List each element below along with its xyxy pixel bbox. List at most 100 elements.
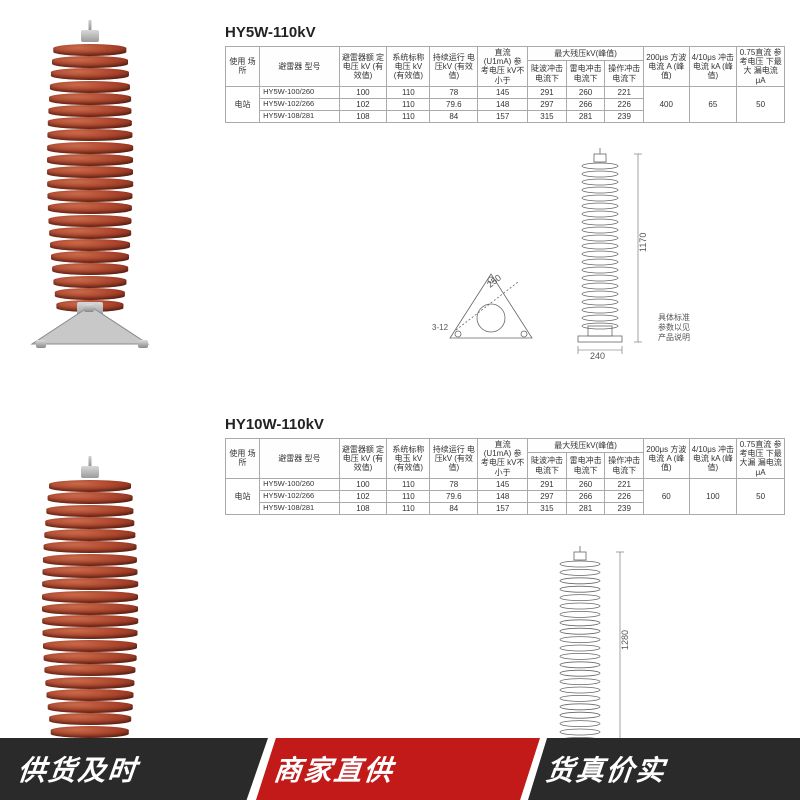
arrester-photo-1 bbox=[20, 20, 160, 340]
dimension-diagram-1: 1170 240 250 3-12 具体标准参数以见产品说明 bbox=[420, 140, 740, 360]
catalog-page: HY5W-110kV 使用 场所 避雷器 型号 避雷器额 定电压 kV (有效值… bbox=[0, 0, 800, 800]
cell: 84 bbox=[430, 111, 478, 123]
dimension-diagram-2: 1280 bbox=[460, 540, 720, 750]
dim-bolt: 3-12 bbox=[432, 323, 449, 332]
table-row: 电站 HY5W-100/260 100 110 78 145 291 260 2… bbox=[226, 478, 785, 490]
th-leak: 0.75直流 参考电压 下最大漏 漏电流μA bbox=[737, 439, 785, 479]
cell: 221 bbox=[605, 478, 644, 490]
th-switch: 操作冲击 电流下 bbox=[605, 453, 644, 478]
th-residual: 最大残压kV(峰值) bbox=[528, 439, 644, 453]
cell-model: HY5W-102/266 bbox=[260, 490, 340, 502]
cell-200us: 400 bbox=[644, 86, 689, 123]
cell: 260 bbox=[566, 478, 605, 490]
th-model: 避雷器 型号 bbox=[260, 47, 340, 87]
cell: 148 bbox=[478, 98, 528, 110]
cell: 157 bbox=[478, 111, 528, 123]
th-leak: 0.75直流 参考电压 下最大 漏电流μA bbox=[737, 47, 785, 87]
cell: 239 bbox=[605, 111, 644, 123]
th-sys: 系统标称 电压 kV (有效值) bbox=[387, 47, 430, 87]
dim-height: 1280 bbox=[620, 630, 630, 650]
cell: 145 bbox=[478, 86, 528, 98]
th-steep: 陡波冲击 电流下 bbox=[528, 453, 567, 478]
diagram-note: 具体标准参数以见产品说明 bbox=[658, 312, 690, 342]
cell: 297 bbox=[528, 490, 567, 502]
promo-banner-left: 供货及时 bbox=[0, 738, 268, 800]
th-200us: 200μs 方波电流 A (峰值) bbox=[644, 47, 689, 87]
cell: 79.6 bbox=[430, 490, 478, 502]
cell: 102 bbox=[339, 98, 387, 110]
dim-base-width: 240 bbox=[590, 351, 605, 360]
cell-410: 65 bbox=[689, 86, 737, 123]
cell: 102 bbox=[339, 490, 387, 502]
cell: 266 bbox=[566, 490, 605, 502]
th-residual: 最大残压kV(峰值) bbox=[528, 47, 644, 61]
cell-leak: 50 bbox=[737, 478, 785, 515]
cell: 157 bbox=[478, 503, 528, 515]
table-row: 电站 HY5W-100/260 100 110 78 145 291 260 2… bbox=[226, 86, 785, 98]
th-cont: 持续运行 电压kV (有效值) bbox=[430, 47, 478, 87]
th-steep: 陡波冲击 电流下 bbox=[528, 61, 567, 86]
cell: 281 bbox=[566, 503, 605, 515]
arrester-photo-2 bbox=[20, 456, 160, 756]
dim-height: 1170 bbox=[638, 233, 648, 252]
cell-model: HY5W-100/260 bbox=[260, 86, 340, 98]
cell: 260 bbox=[566, 86, 605, 98]
th-200us: 200μs 方波电流 A (峰值) bbox=[644, 439, 689, 479]
cell: 78 bbox=[430, 478, 478, 490]
cell: 84 bbox=[430, 503, 478, 515]
section-2-title: HY10W-110kV bbox=[225, 416, 324, 433]
th-4-10us: 4/10μs 冲击电流 kA (峰值) bbox=[689, 439, 737, 479]
cell: 315 bbox=[528, 503, 567, 515]
cell: 315 bbox=[528, 111, 567, 123]
cell-leak: 50 bbox=[737, 86, 785, 123]
cell: 148 bbox=[478, 490, 528, 502]
cell: 110 bbox=[387, 98, 430, 110]
cell: 221 bbox=[605, 86, 644, 98]
cell-410: 100 bbox=[689, 478, 737, 515]
cell-model: HY5W-102/266 bbox=[260, 98, 340, 110]
spec-table-2: 使用 场所 避雷器 型号 避雷器额 定电压 kV (有效值) 系统标称 电玉 k… bbox=[225, 438, 785, 515]
th-rated: 避雷器额 定电压 kV (有效值) bbox=[339, 439, 387, 479]
cell: 108 bbox=[339, 503, 387, 515]
cell: 110 bbox=[387, 86, 430, 98]
th-cont: 持续运行 电压kV (有效值) bbox=[430, 439, 478, 479]
cell: 110 bbox=[387, 111, 430, 123]
th-dc: 直流 (U1mA) 参考电压 kV不小于 bbox=[478, 47, 528, 87]
cell: 266 bbox=[566, 98, 605, 110]
th-model: 避雷器 型号 bbox=[260, 439, 340, 479]
cell: 239 bbox=[605, 503, 644, 515]
section-1-title: HY5W-110kV bbox=[225, 24, 316, 41]
cell: 297 bbox=[528, 98, 567, 110]
cell: 291 bbox=[528, 86, 567, 98]
spec-table-1: 使用 场所 避雷器 型号 避雷器额 定电压 kV (有效值) 系统标称 电压 k… bbox=[225, 46, 785, 123]
cell: 281 bbox=[566, 111, 605, 123]
cell: 108 bbox=[339, 111, 387, 123]
cell-model: HY5W-108/281 bbox=[260, 503, 340, 515]
cell-200us: 60 bbox=[644, 478, 689, 515]
th-light: 雷电冲击 电流下 bbox=[566, 61, 605, 86]
cell: 291 bbox=[528, 478, 567, 490]
cell: 145 bbox=[478, 478, 528, 490]
promo-banner-mid: 商家直供 bbox=[256, 738, 540, 800]
th-4-10us: 4/10μs 冲击电流 kA (峰值) bbox=[689, 47, 737, 87]
th-sys: 系统标称 电玉 kV (有效值) bbox=[387, 439, 430, 479]
cell: 226 bbox=[605, 490, 644, 502]
cell-location: 电站 bbox=[226, 86, 260, 123]
cell: 100 bbox=[339, 86, 387, 98]
cell-model: HY5W-108/281 bbox=[260, 111, 340, 123]
cell: 100 bbox=[339, 478, 387, 490]
cell: 226 bbox=[605, 98, 644, 110]
th-dc: 直流 (U1mA) 参考电压 kV不小于 bbox=[478, 439, 528, 479]
cell-location: 电站 bbox=[226, 478, 260, 515]
th-switch: 操作冲击 电流下 bbox=[605, 61, 644, 86]
cell-model: HY5W-100/260 bbox=[260, 478, 340, 490]
cell: 110 bbox=[387, 490, 430, 502]
cell: 110 bbox=[387, 478, 430, 490]
th-location: 使用 场所 bbox=[226, 47, 260, 87]
th-location: 使用 场所 bbox=[226, 439, 260, 479]
cell: 110 bbox=[387, 503, 430, 515]
cell: 79.6 bbox=[430, 98, 478, 110]
dim-tri-side: 250 bbox=[485, 272, 503, 289]
cell: 78 bbox=[430, 86, 478, 98]
th-light: 雷电冲击 电流下 bbox=[566, 453, 605, 478]
